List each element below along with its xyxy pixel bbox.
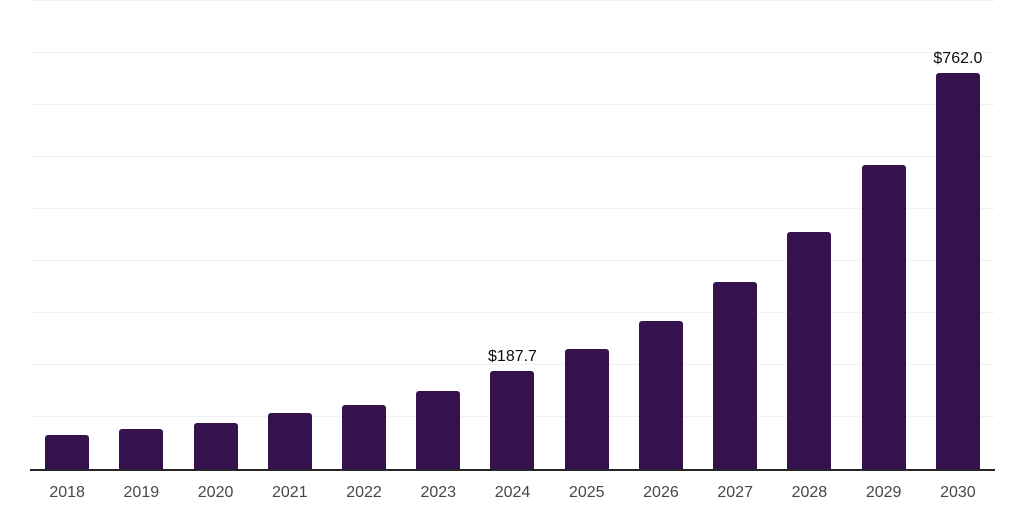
gridline-400 <box>30 260 995 261</box>
bar-2028 <box>787 232 832 469</box>
bar-2029 <box>861 164 906 469</box>
bar-slot-2028 <box>772 232 846 469</box>
x-axis-label-2021: 2021 <box>272 484 308 501</box>
bar-2022 <box>342 404 387 469</box>
bar-slot-2025 <box>550 348 624 469</box>
bar-slot-2027 <box>698 282 772 469</box>
bar-slot-2019 <box>104 428 178 469</box>
x-axis-label-2020: 2020 <box>197 484 234 501</box>
x-axis: 2018 2019 2020 2021 2022 2023 2024 2025 2026 2027… <box>30 484 995 504</box>
bar-2025 <box>564 348 609 469</box>
bar-2030 <box>935 72 980 469</box>
x-axis-label-2025: 2025 <box>568 484 605 501</box>
bar-2020 <box>193 422 238 469</box>
x-axis-label-2023: 2023 <box>420 484 457 501</box>
bar-slot-2023 <box>401 391 475 469</box>
bar-2021 <box>267 413 312 469</box>
bar-slot-2029 <box>847 164 921 469</box>
x-axis-label-2030: 2030 <box>940 484 976 501</box>
gridline-500 <box>30 208 995 209</box>
gridline-200 <box>30 364 995 365</box>
x-axis-label-2029: 2029 <box>865 484 902 501</box>
x-axis-label-2019: 2019 <box>123 484 160 501</box>
bar-value-label-2024: $187.7 <box>488 348 537 366</box>
bar-slot-2022 <box>327 404 401 469</box>
bar-slot-2021 <box>253 413 327 469</box>
bar-2018 <box>45 435 90 469</box>
x-axis-label-2024: 2024 <box>494 484 531 501</box>
bar-2019 <box>119 428 164 469</box>
bar-2027 <box>713 282 758 469</box>
gridline-700 <box>30 104 995 105</box>
bar-slot-2024: $187.7 <box>475 348 549 469</box>
gridline-600 <box>30 156 995 157</box>
gridline-800 <box>30 52 995 53</box>
x-axis-label-2022: 2022 <box>346 484 382 501</box>
bar-slot-2026 <box>624 320 698 469</box>
x-axis-label-2018: 2018 <box>49 484 85 501</box>
bar-2023 <box>416 391 461 469</box>
x-axis-line <box>30 469 995 471</box>
x-axis-label-2028: 2028 <box>791 484 828 501</box>
bar-2026 <box>638 320 683 469</box>
gridline-300 <box>30 312 995 313</box>
bar-slot-2030: $762.0 <box>921 50 995 469</box>
bar-slot-2020 <box>178 422 252 469</box>
bar-slot-2018 <box>30 435 104 469</box>
gridline-900 <box>30 0 995 1</box>
x-axis-label-2026: 2026 <box>643 484 679 501</box>
bar-2024 <box>490 371 535 469</box>
plot-area: $187.7 $762.0 <box>30 0 995 471</box>
x-axis-label-2027: 2027 <box>717 484 753 501</box>
bar-value-label-2030: $762.0 <box>933 49 983 67</box>
